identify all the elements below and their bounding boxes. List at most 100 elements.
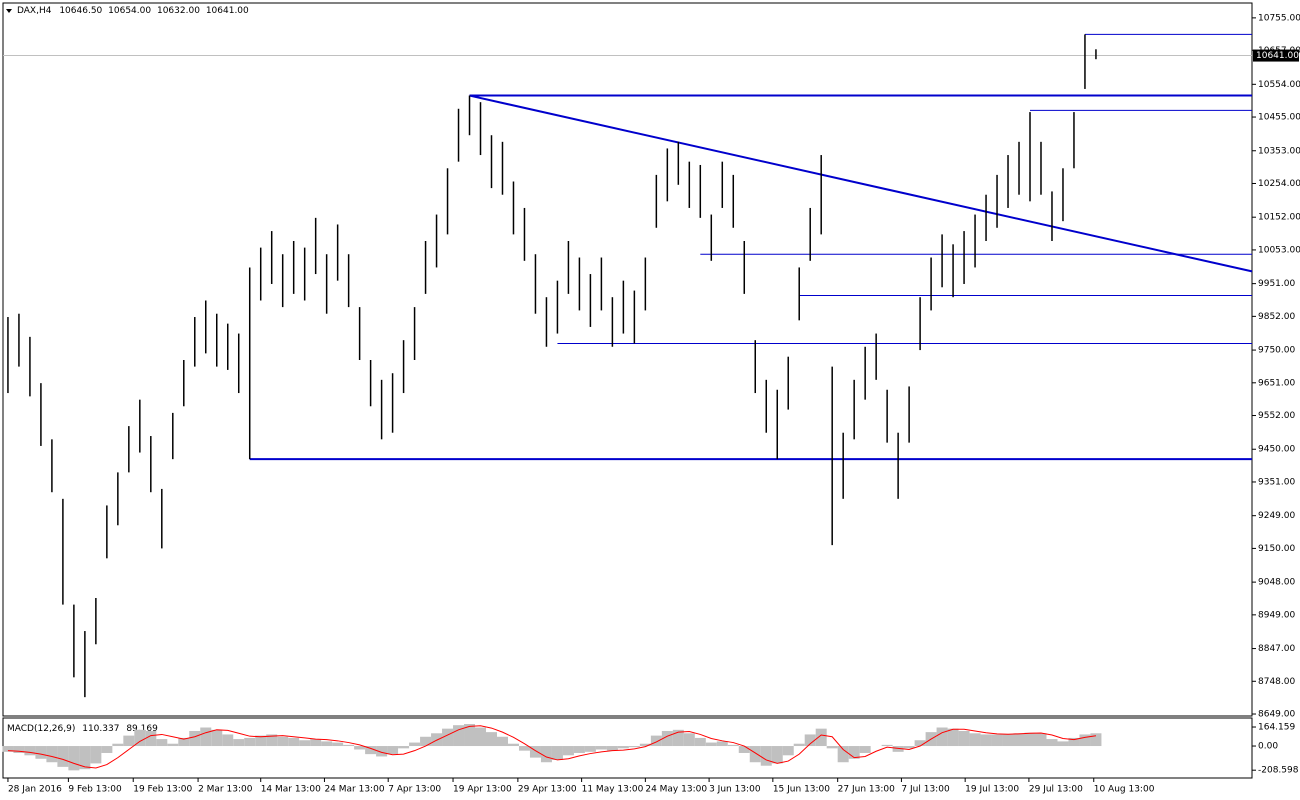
x-tick-label: 19 Feb 13:00	[133, 785, 192, 795]
macd-bar	[387, 746, 399, 755]
x-tick-label: 11 May 13:00	[582, 785, 644, 795]
macd-bar	[848, 746, 860, 759]
macd-bar	[529, 746, 541, 758]
x-tick-label: 3 Jun 13:00	[709, 785, 761, 795]
symbol: DAX,H4	[17, 6, 52, 16]
macd-bar	[46, 746, 58, 763]
macd-bar	[749, 746, 761, 763]
macd-bar	[365, 746, 377, 755]
macd-bar	[991, 734, 1003, 747]
macd-bar	[694, 737, 706, 747]
macd-bar	[980, 734, 992, 747]
macd-bar	[1057, 741, 1069, 747]
y-tick-label: 8748.00	[1258, 677, 1295, 687]
y-tick-label: 9552.00	[1258, 411, 1295, 421]
x-tick-label: 27 Jun 13:00	[838, 785, 895, 795]
price-label: 10641.00	[1256, 51, 1299, 61]
macd-bar	[650, 735, 662, 747]
macd-bar	[1013, 733, 1025, 747]
macd-bar	[661, 730, 673, 747]
macd-bar	[782, 746, 794, 756]
macd-bar	[332, 742, 344, 747]
macd-bar	[145, 730, 157, 747]
macd-bar	[134, 729, 146, 747]
macd-bar	[815, 728, 827, 747]
macd-bar	[13, 746, 25, 753]
y-tick-label: 10755.00	[1258, 13, 1300, 23]
macd-bar	[266, 734, 278, 747]
y-tick-label: 8949.00	[1258, 610, 1295, 620]
macd-bar	[310, 739, 322, 747]
macd-bar	[57, 746, 69, 767]
x-tick-label: 14 Mar 13:00	[261, 785, 321, 795]
chart-header: DAX,H4 10646.50 10654.00 10632.00 10641.…	[17, 6, 249, 16]
macd-signal: 89.169	[126, 724, 158, 734]
trend-line	[469, 94, 1253, 273]
macd-bar	[101, 746, 113, 753]
macd-bar	[639, 743, 651, 747]
macd-name: MACD(12,26,9)	[7, 724, 75, 734]
macd-bar	[771, 746, 783, 764]
macd-bar	[617, 746, 629, 749]
macd-bar	[1035, 733, 1047, 747]
macd-bar	[244, 737, 256, 747]
y-tick-label: 10053.00	[1258, 245, 1300, 255]
macd-bar	[167, 743, 179, 747]
y-tick-label: 9852.00	[1258, 312, 1295, 322]
x-tick-label: 7 Apr 13:00	[388, 785, 441, 795]
macd-bar	[969, 733, 981, 747]
y-tick-label: 9951.00	[1258, 279, 1295, 289]
y-tick-label: 9048.00	[1258, 578, 1295, 588]
macd-bar	[409, 742, 421, 747]
macd-y-tick-label: 164.159	[1258, 723, 1295, 733]
macd-bar	[1002, 733, 1014, 747]
open: 10646.50	[59, 6, 102, 16]
macd-bar	[914, 740, 926, 747]
macd-bar	[35, 746, 47, 759]
macd-bar	[123, 735, 135, 747]
x-tick-label: 10 Aug 13:00	[1094, 785, 1155, 795]
macd-bar	[255, 735, 267, 747]
macd-bar	[398, 746, 410, 749]
macd-bar	[496, 736, 508, 747]
macd-bar	[486, 732, 498, 747]
macd-bar	[156, 739, 168, 747]
macd-bar	[826, 746, 838, 749]
macd-bar	[859, 746, 871, 753]
y-tick-label: 9249.00	[1258, 511, 1295, 521]
x-tick-label: 29 Apr 13:00	[518, 785, 577, 795]
macd-main: 110.337	[82, 724, 119, 734]
macd-header: MACD(12,26,9) 110.337 89.169	[7, 724, 158, 734]
macd-bar	[90, 746, 102, 764]
macd-bar	[903, 746, 915, 749]
menu-arrow[interactable]	[6, 9, 12, 13]
macd-bar	[551, 746, 563, 760]
macd-bar	[947, 728, 959, 747]
macd-bar	[573, 746, 585, 753]
macd-bar	[705, 742, 717, 747]
high: 10654.00	[108, 6, 151, 16]
macd-bar	[321, 741, 333, 747]
macd-bar	[804, 734, 816, 747]
macd-bar	[79, 746, 91, 770]
x-tick-label: 28 Jan 2016	[8, 785, 62, 795]
macd-bar	[1024, 732, 1036, 747]
macd-bar	[178, 737, 190, 747]
macd-bar	[892, 746, 904, 752]
macd-y-tick-label: -208.598	[1258, 766, 1299, 776]
macd-bar	[881, 744, 893, 747]
x-tick-label: 19 Apr 13:00	[453, 785, 512, 795]
macd-signal-line	[7, 725, 1097, 769]
y-tick-label: 10455.00	[1258, 113, 1300, 123]
y-tick-label: 10254.00	[1258, 179, 1300, 189]
macd-bar	[672, 729, 684, 747]
macd-y-tick-label: 0.00	[1258, 742, 1278, 752]
macd-bar	[68, 746, 80, 771]
y-tick-label: 8847.00	[1258, 644, 1295, 654]
macd-bar	[1068, 737, 1080, 747]
macd-bar	[793, 743, 805, 747]
macd-bar	[1079, 734, 1091, 747]
macd-bar	[595, 746, 607, 750]
x-tick-label: 7 Jul 13:00	[901, 785, 950, 795]
